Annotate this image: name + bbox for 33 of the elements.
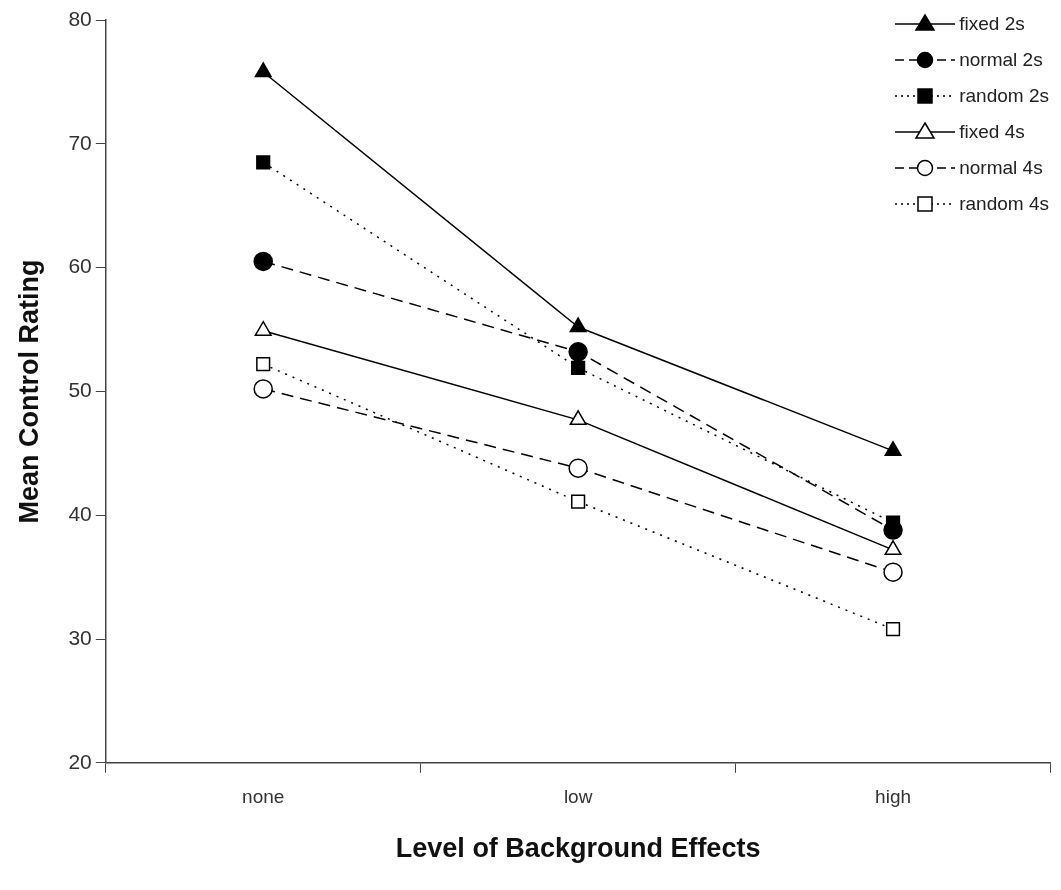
point [884, 540, 902, 556]
point [569, 317, 587, 333]
point [253, 379, 273, 399]
x-tick-label: low [563, 786, 593, 808]
point [256, 155, 271, 170]
point [569, 410, 587, 426]
point [568, 342, 588, 362]
legend-label: random 4s [959, 193, 1049, 215]
legend-label: random 2s [959, 85, 1049, 107]
point [885, 621, 901, 637]
point [884, 441, 902, 457]
point [571, 494, 586, 509]
x-tick-label: high [875, 786, 911, 808]
y-tick-label: 80 [68, 6, 92, 30]
point [254, 62, 272, 78]
legend-label: normal 4s [959, 157, 1043, 179]
legend-label: fixed 4s [959, 121, 1025, 143]
point [256, 357, 271, 372]
point [568, 458, 588, 478]
point [253, 251, 273, 272]
y-tick-label: 40 [68, 502, 92, 525]
y-tick-label: 20 [68, 749, 92, 773]
x-tick-label: none [242, 786, 285, 808]
y-axis-title: Mean Control Rating [13, 259, 44, 524]
legend-label: fixed 2s [959, 13, 1025, 35]
legend-label: normal 2s [959, 49, 1043, 71]
x-axis-title: Level of Background Effects [395, 833, 761, 864]
point [571, 360, 586, 375]
y-tick-label: 50 [68, 378, 92, 402]
y-tick-label: 30 [68, 625, 92, 649]
y-tick-label: 60 [68, 254, 92, 278]
y-tick-label: 70 [68, 130, 92, 154]
point [883, 562, 903, 582]
